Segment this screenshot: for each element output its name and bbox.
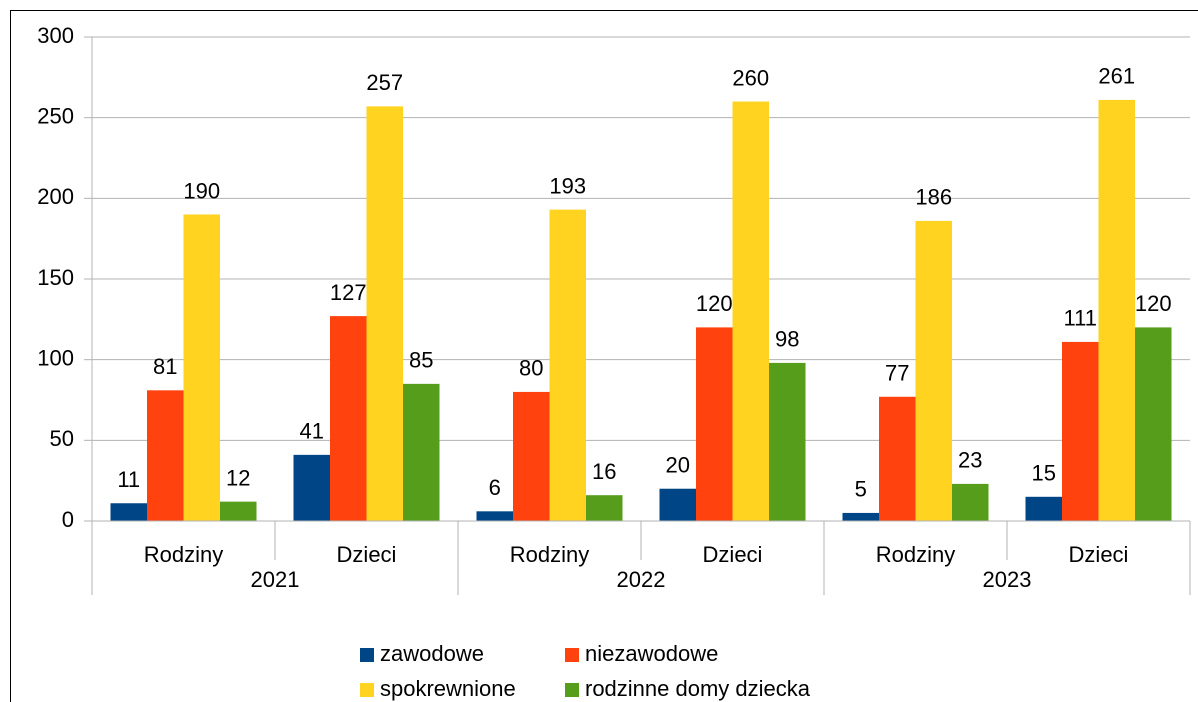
legend-swatch [565, 683, 579, 697]
bar [696, 327, 733, 521]
x-tick-label: Dzieci [337, 542, 397, 567]
bar [293, 454, 330, 521]
bar [842, 512, 879, 521]
y-tick-label: 250 [37, 103, 74, 128]
y-tick-label: 50 [50, 426, 74, 451]
group-label: 2023 [983, 567, 1032, 592]
legend-swatch [360, 648, 374, 662]
value-label: 6 [489, 475, 501, 500]
value-label: 120 [1135, 291, 1172, 316]
value-label: 127 [330, 280, 367, 305]
bar [915, 220, 952, 522]
legend-swatch [565, 648, 579, 662]
value-label: 41 [300, 419, 324, 444]
bar [586, 495, 623, 521]
bar [476, 511, 513, 521]
bar [549, 209, 586, 522]
value-label: 193 [549, 173, 586, 198]
y-tick-label: 0 [62, 507, 74, 532]
x-tick-label: Rodziny [144, 542, 223, 567]
bar [183, 214, 220, 521]
value-label: 85 [409, 348, 433, 373]
bar [220, 501, 257, 521]
value-label: 80 [519, 356, 543, 381]
bar [513, 391, 550, 521]
y-tick-label: 100 [37, 345, 74, 370]
value-label: 98 [775, 327, 799, 352]
value-label: 186 [915, 185, 952, 210]
value-label: 15 [1032, 461, 1056, 486]
value-label: 190 [183, 178, 220, 203]
value-label: 260 [732, 65, 769, 90]
y-tick-label: 300 [37, 23, 74, 48]
bar [769, 362, 806, 521]
value-label: 16 [592, 459, 616, 484]
bar [879, 396, 916, 521]
value-label: 111 [1064, 306, 1097, 331]
bar [366, 106, 403, 521]
value-label: 5 [855, 477, 867, 502]
value-label: 23 [958, 448, 982, 473]
bar [1025, 496, 1062, 521]
value-label: 20 [666, 453, 690, 478]
legend-label: rodzinne domy dziecka [585, 676, 811, 701]
bar [659, 488, 696, 521]
bar [147, 390, 184, 521]
legend-label: niezawodowe [585, 641, 718, 666]
x-tick-label: Rodziny [876, 542, 955, 567]
value-label: 81 [153, 354, 177, 379]
x-tick-label: Rodziny [510, 542, 589, 567]
bar [952, 483, 989, 521]
legend-label: zawodowe [380, 641, 484, 666]
y-tick-label: 150 [37, 265, 74, 290]
bar [330, 316, 367, 521]
bar [732, 101, 769, 522]
bar [1135, 327, 1172, 521]
value-label: 257 [366, 70, 403, 95]
bar [403, 383, 440, 521]
group-label: 2021 [251, 567, 300, 592]
value-label: 11 [117, 467, 140, 492]
bar [1062, 341, 1099, 521]
y-tick-label: 200 [37, 184, 74, 209]
value-label: 120 [696, 291, 733, 316]
group-label: 2022 [617, 567, 666, 592]
x-tick-label: Dzieci [1069, 542, 1129, 567]
x-tick-label: Dzieci [703, 542, 763, 567]
legend-label: spokrewnione [380, 676, 516, 701]
value-label: 261 [1098, 64, 1135, 89]
bar [110, 503, 147, 521]
legend-swatch [360, 683, 374, 697]
bar [1098, 99, 1135, 522]
value-label: 77 [885, 361, 909, 386]
value-label: 12 [226, 465, 250, 490]
